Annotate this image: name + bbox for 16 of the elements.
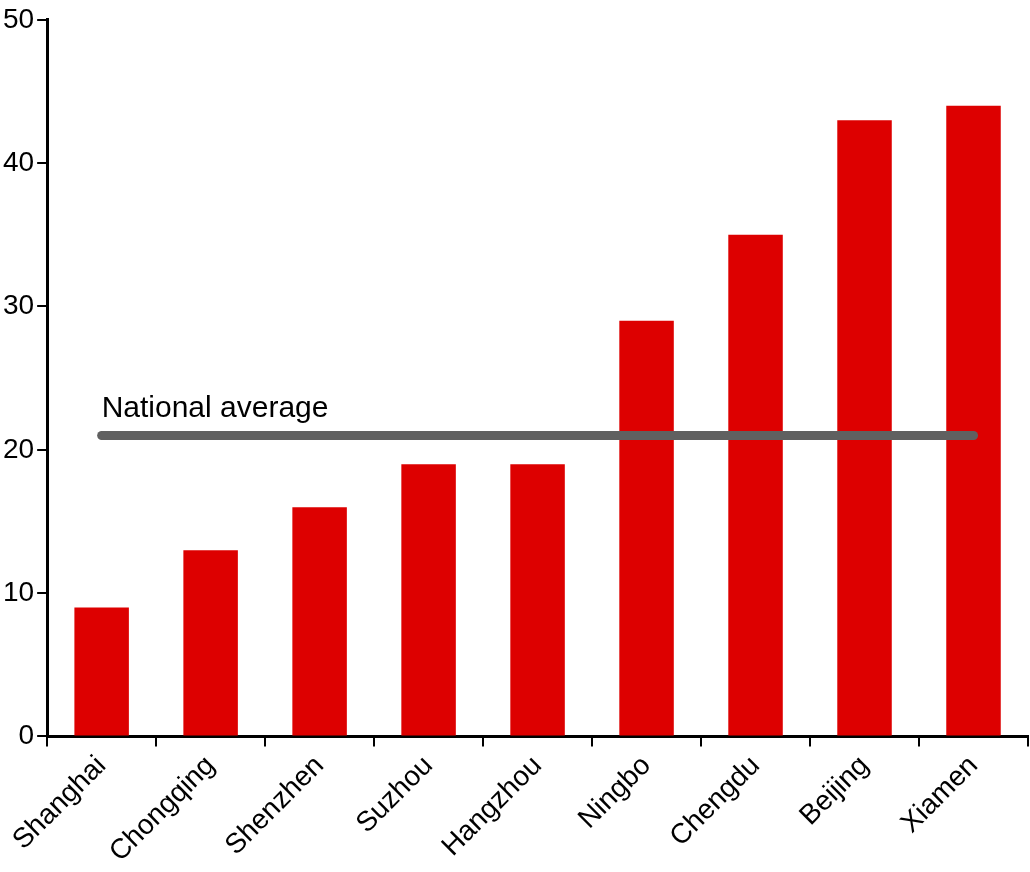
bar	[946, 105, 1001, 736]
bar	[728, 234, 783, 736]
bar	[401, 464, 456, 736]
y-tick-label: 20	[2, 432, 35, 464]
bar	[837, 120, 892, 736]
bar	[74, 607, 129, 736]
y-tick-label: 0	[18, 719, 35, 751]
y-tick-label: 40	[2, 145, 35, 177]
ref-line-label: National average	[101, 389, 329, 423]
bar	[292, 507, 347, 736]
y-tick-label: 50	[2, 2, 35, 34]
y-tick-label: 10	[2, 575, 35, 607]
bar	[183, 550, 238, 736]
y-tick-label: 30	[2, 289, 35, 321]
bar	[619, 320, 674, 736]
bar	[510, 464, 565, 736]
